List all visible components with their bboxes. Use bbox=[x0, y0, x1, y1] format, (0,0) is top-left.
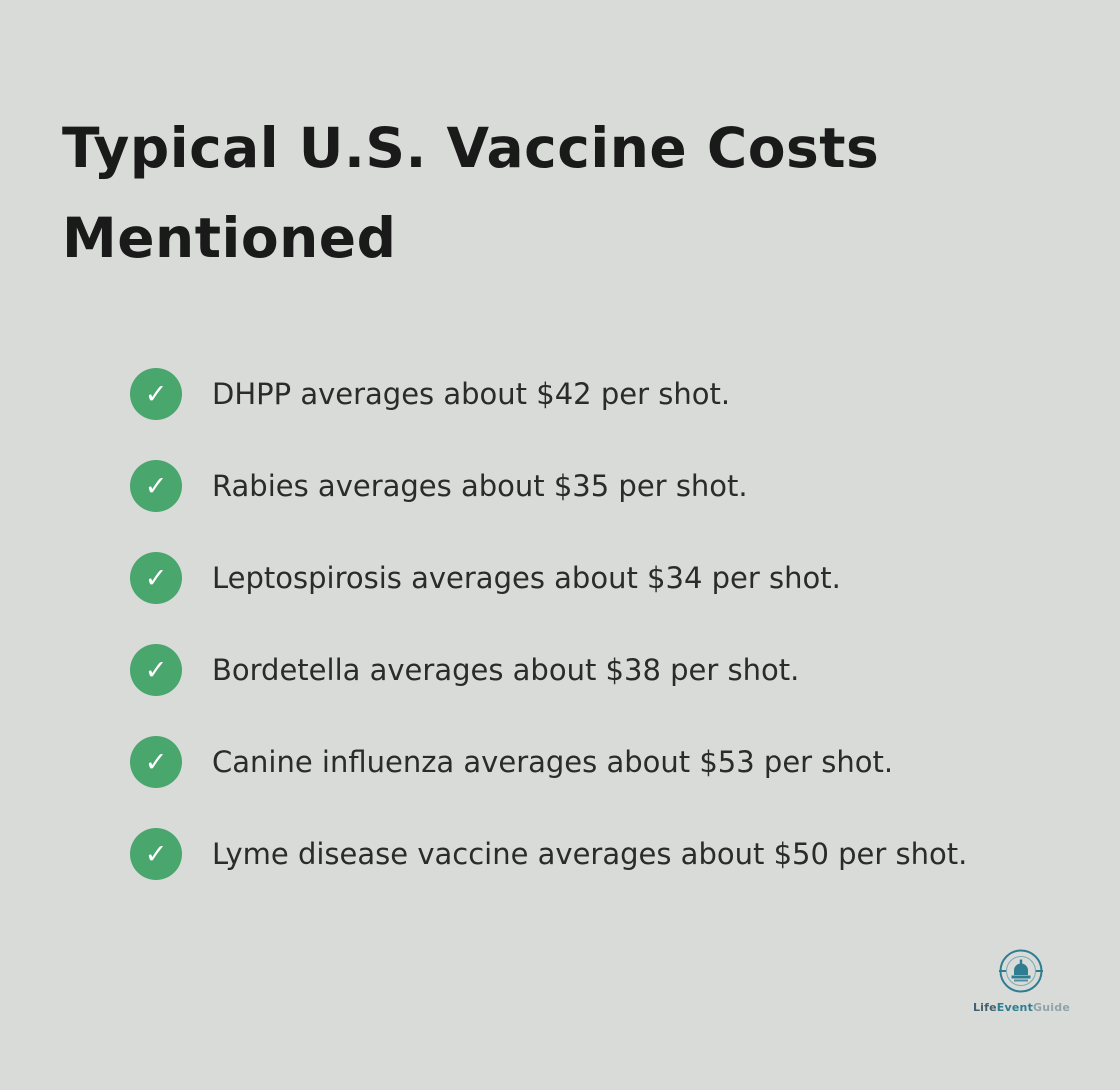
page-title-line2: Mentioned bbox=[62, 206, 397, 270]
vaccine-cost-list: ✓ DHPP averages about $42 per shot. ✓ Ra… bbox=[130, 368, 967, 920]
lifeeventguide-logo: LifeEventGuide bbox=[973, 948, 1070, 1014]
list-item: ✓ Lyme disease vaccine averages about $5… bbox=[130, 828, 967, 880]
list-item-text: Lyme disease vaccine averages about $50 … bbox=[212, 837, 968, 871]
list-item: ✓ DHPP averages about $42 per shot. bbox=[130, 368, 967, 420]
logo-text-event: Event bbox=[996, 1001, 1034, 1014]
check-icon: ✓ bbox=[130, 644, 182, 696]
list-item-text: DHPP averages about $42 per shot. bbox=[212, 377, 731, 411]
list-item: ✓ Bordetella averages about $38 per shot… bbox=[130, 644, 967, 696]
lifeeventguide-logo-icon bbox=[998, 948, 1044, 998]
check-icon: ✓ bbox=[130, 552, 182, 604]
list-item-text: Bordetella averages about $38 per shot. bbox=[212, 653, 800, 687]
check-icon: ✓ bbox=[130, 736, 182, 788]
page-title: Typical U.S. Vaccine Costs Mentioned bbox=[62, 103, 879, 283]
list-item-text: Canine influenza averages about $53 per … bbox=[212, 745, 894, 779]
logo-text-life: Life bbox=[972, 1001, 997, 1014]
page-title-line1: Typical U.S. Vaccine Costs bbox=[62, 116, 880, 180]
check-icon: ✓ bbox=[130, 460, 182, 512]
check-icon: ✓ bbox=[130, 828, 182, 880]
lifeeventguide-logo-text: LifeEventGuide bbox=[973, 1001, 1070, 1014]
list-item-text: Rabies averages about $35 per shot. bbox=[212, 469, 748, 503]
list-item: ✓ Leptospirosis averages about $34 per s… bbox=[130, 552, 967, 604]
list-item: ✓ Rabies averages about $35 per shot. bbox=[130, 460, 967, 512]
check-icon: ✓ bbox=[130, 368, 182, 420]
logo-text-guide: Guide bbox=[1033, 1001, 1070, 1014]
list-item: ✓ Canine influenza averages about $53 pe… bbox=[130, 736, 967, 788]
list-item-text: Leptospirosis averages about $34 per sho… bbox=[212, 561, 841, 595]
